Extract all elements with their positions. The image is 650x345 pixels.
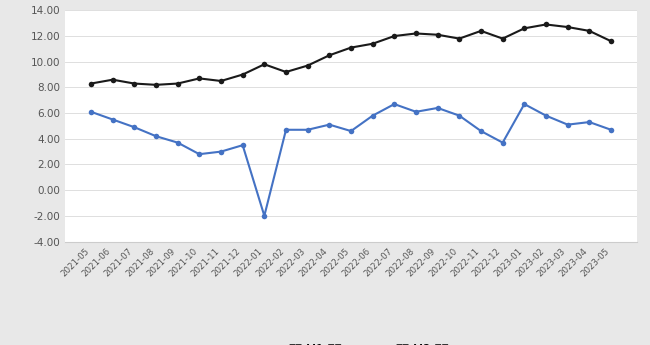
中国:M1:同比 <box>217 149 225 154</box>
中国:M2:同比 <box>564 25 571 29</box>
中国:M2:同比 <box>326 53 333 57</box>
中国:M2:同比 <box>304 63 311 68</box>
中国:M1:同比 <box>477 129 485 133</box>
中国:M1:同比 <box>391 102 398 106</box>
中国:M1:同比 <box>131 125 138 129</box>
中国:M2:同比 <box>347 46 355 50</box>
中国:M1:同比 <box>607 128 615 132</box>
Line: 中国:M2:同比: 中国:M2:同比 <box>88 22 614 88</box>
中国:M2:同比 <box>174 81 181 86</box>
中国:M2:同比 <box>586 29 593 33</box>
中国:M2:同比 <box>369 42 376 46</box>
中国:M1:同比 <box>586 120 593 124</box>
中国:M2:同比 <box>196 76 203 80</box>
中国:M1:同比 <box>282 128 290 132</box>
中国:M1:同比 <box>369 114 376 118</box>
中国:M1:同比 <box>542 114 550 118</box>
中国:M2:同比 <box>239 72 246 77</box>
中国:M2:同比 <box>412 31 420 36</box>
中国:M1:同比 <box>239 143 246 147</box>
中国:M2:同比 <box>521 26 528 30</box>
中国:M2:同比 <box>434 33 441 37</box>
中国:M1:同比 <box>564 122 571 127</box>
中国:M1:同比 <box>521 102 528 106</box>
中国:M2:同比 <box>152 83 160 87</box>
中国:M1:同比 <box>499 140 506 145</box>
中国:M2:同比 <box>131 81 138 86</box>
中国:M2:同比 <box>607 39 615 43</box>
中国:M1:同比 <box>196 152 203 156</box>
中国:M2:同比 <box>282 70 290 74</box>
中国:M2:同比 <box>477 29 485 33</box>
中国:M1:同比 <box>109 117 116 121</box>
中国:M1:同比 <box>434 106 441 110</box>
Legend: 中国:M1:同比, 中国:M2:同比: 中国:M1:同比, 中国:M2:同比 <box>248 338 454 345</box>
中国:M1:同比 <box>174 140 181 145</box>
Line: 中国:M1:同比: 中国:M1:同比 <box>88 101 614 219</box>
中国:M1:同比 <box>326 122 333 127</box>
中国:M2:同比 <box>499 37 506 41</box>
中国:M1:同比 <box>261 214 268 218</box>
中国:M1:同比 <box>412 110 420 114</box>
中国:M2:同比 <box>261 62 268 66</box>
中国:M1:同比 <box>456 114 463 118</box>
中国:M2:同比 <box>391 34 398 38</box>
中国:M1:同比 <box>304 128 311 132</box>
中国:M1:同比 <box>347 129 355 133</box>
中国:M2:同比 <box>109 78 116 82</box>
中国:M1:同比 <box>87 110 95 114</box>
中国:M2:同比 <box>217 79 225 83</box>
中国:M1:同比 <box>152 134 160 138</box>
中国:M2:同比 <box>456 37 463 41</box>
中国:M2:同比 <box>542 22 550 27</box>
中国:M2:同比 <box>87 81 95 86</box>
